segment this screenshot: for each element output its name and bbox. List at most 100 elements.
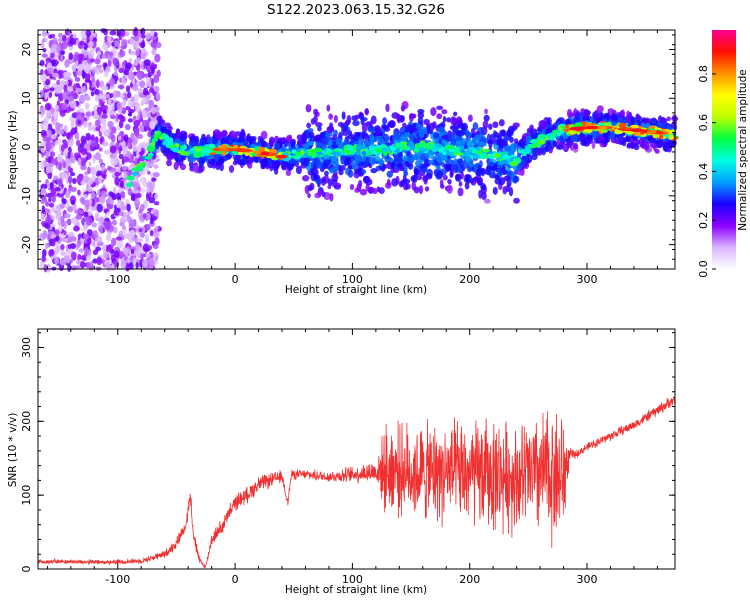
spectrogram-cell xyxy=(312,136,319,142)
spectrogram-cell xyxy=(439,184,445,189)
spectrogram-cell xyxy=(134,156,138,166)
spectrogram-cell xyxy=(526,127,534,133)
spectrogram-cell xyxy=(460,171,464,180)
spectrogram-cell xyxy=(533,147,539,154)
spectrogram-cell xyxy=(109,93,114,99)
spectrogram-cell xyxy=(40,183,48,190)
spectrogram-cell xyxy=(320,177,326,186)
spectrogram-cell xyxy=(645,117,650,123)
snr-x-tick-label: -100 xyxy=(105,573,130,586)
spectrogram-cell xyxy=(251,135,257,141)
spectrogram-cell xyxy=(171,151,179,159)
spectrogram-cell xyxy=(80,135,86,145)
spectrogram-cell xyxy=(285,169,292,177)
spectrogram-cell xyxy=(503,135,510,141)
spectrogram-cell xyxy=(642,117,647,122)
colorbar-tick-label: 0.0 xyxy=(697,260,710,278)
spectrogram-ridge-cell xyxy=(171,146,180,153)
spectrogram-cell xyxy=(385,103,390,113)
spectrogram-cell xyxy=(386,170,394,178)
spectrogram-cell xyxy=(150,159,154,164)
spectrogram-cell xyxy=(133,40,138,50)
spectrogram-ridge-cell xyxy=(517,150,525,154)
spectrogram-cell xyxy=(42,122,49,131)
spectrogram-cell xyxy=(45,215,52,224)
spectrogram-cell xyxy=(84,102,90,110)
spectrogram-cell xyxy=(390,161,395,170)
spectrogram-cell xyxy=(468,141,473,147)
spectrogram-cell xyxy=(80,196,86,206)
spectrogram-cell xyxy=(378,187,385,195)
spectrogram-cell xyxy=(113,259,120,268)
spectrogram-cell xyxy=(92,68,96,75)
snr-x-tick-label: 200 xyxy=(459,573,480,586)
spectrogram-cell xyxy=(305,104,312,113)
spectrogram-cell xyxy=(446,163,453,172)
spectrogram-cell xyxy=(60,79,65,85)
spectrogram-y-tick-label: 0 xyxy=(20,144,33,151)
spectrogram-cell xyxy=(352,120,360,127)
spectrogram-peak-cell xyxy=(617,127,632,131)
spectrogram-cell xyxy=(127,187,133,196)
spectrogram-cell xyxy=(132,28,139,37)
spectrogram-cell xyxy=(114,171,120,177)
spectrogram-cell xyxy=(402,164,408,174)
spectrogram-cell xyxy=(85,261,91,269)
spectrogram-cell xyxy=(454,173,462,182)
spectrogram-cell xyxy=(313,174,319,180)
spectrogram-cell xyxy=(327,139,333,147)
spectrogram-cell xyxy=(138,247,142,254)
spectrogram-cell xyxy=(43,37,48,43)
spectrogram-x-tick-label: 200 xyxy=(459,273,480,286)
spectrogram-cell xyxy=(94,58,101,65)
spectrogram-cell xyxy=(80,180,85,186)
spectrogram-cell xyxy=(110,167,117,172)
spectrogram-cell xyxy=(136,150,140,158)
spectrogram-cell xyxy=(365,121,372,127)
colorbar-tick-label: 0.6 xyxy=(697,114,710,131)
spectrogram-cell xyxy=(100,225,104,235)
spectrogram-cell xyxy=(140,41,146,49)
spectrogram-cell xyxy=(437,155,442,165)
spectrogram-cell xyxy=(143,125,148,132)
spectrogram-cell xyxy=(315,122,323,128)
spectrogram-cell xyxy=(71,64,77,73)
spectrogram-cell xyxy=(155,91,161,101)
spectrogram-cell xyxy=(40,145,46,154)
spectrogram-cell xyxy=(94,196,101,203)
spectrogram-cell xyxy=(147,170,151,175)
spectrogram-cell xyxy=(313,157,319,166)
spectrogram-cell xyxy=(369,134,375,142)
spectrogram-cell xyxy=(356,183,362,192)
spectrogram-cell xyxy=(651,119,657,124)
spectrogram-ridge-cell xyxy=(138,162,145,167)
spectrogram-cell xyxy=(396,114,401,124)
spectrogram-cell xyxy=(337,121,345,127)
spectrogram-cell xyxy=(607,108,615,114)
spectrogram-ridge-cell xyxy=(195,148,202,152)
spectrogram-cell xyxy=(69,242,77,249)
spectrogram-cell xyxy=(63,71,68,78)
spectrogram-cell xyxy=(119,222,125,227)
spectrogram-cell xyxy=(148,257,155,267)
spectrogram-cell xyxy=(273,160,281,168)
spectrogram-cell xyxy=(153,164,159,169)
spectrogram-cell xyxy=(626,142,632,148)
spectrogram-cell xyxy=(635,113,640,120)
spectrogram-cell xyxy=(90,191,96,200)
spectrogram-ridge-cell xyxy=(131,171,139,176)
spectrogram-cell xyxy=(109,192,116,197)
spectrogram-ridge-cell xyxy=(493,153,501,159)
spectrogram-cell xyxy=(107,244,112,253)
spectrogram-cell xyxy=(630,115,635,125)
spectrogram-ridge-cell xyxy=(438,147,445,153)
spectrogram-cell xyxy=(96,203,103,213)
spectrogram-cell xyxy=(427,159,434,165)
spectrogram-cell xyxy=(349,184,355,191)
spectrogram-cell xyxy=(125,62,132,69)
spectrogram-ridge-cell xyxy=(405,146,411,151)
spectrogram-peak-cell xyxy=(594,125,608,130)
spectrogram-cell xyxy=(143,142,147,150)
spectrogram-y-tick-label: -20 xyxy=(20,236,33,254)
